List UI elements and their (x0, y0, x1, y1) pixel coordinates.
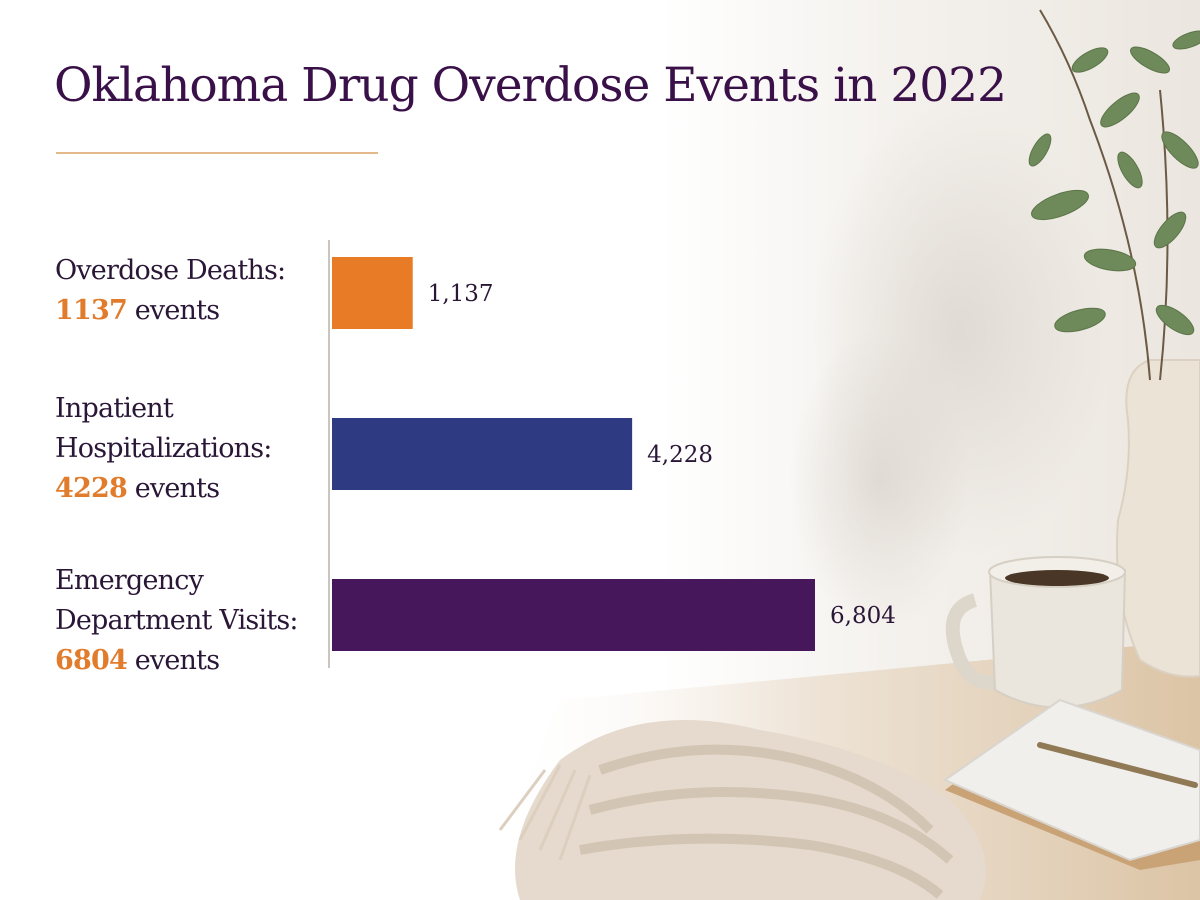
value-label: 4,228 (647, 442, 713, 468)
category-name: Hospitalizations: (55, 433, 272, 464)
value-label: 6,804 (830, 603, 896, 629)
category-count-line: 1137 events (55, 291, 285, 331)
wall-shadow (790, 330, 970, 630)
value-label: 1,137 (428, 281, 494, 307)
category-name: Inpatient (55, 393, 174, 424)
category-name: Overdose Deaths: (55, 255, 286, 286)
category-unit: events (134, 645, 220, 676)
bar-emergency-department-visits (332, 579, 815, 651)
category-label-overdose-deaths: Overdose Deaths: 1137 events (55, 251, 286, 331)
notebook (942, 698, 1200, 870)
vase (1115, 359, 1200, 678)
category-count: 4228 (55, 473, 128, 504)
category-count: 1137 (55, 295, 128, 326)
category-count: 6804 (55, 645, 128, 676)
category-label-inpatient-hospitalizations: Inpatient Hospitalizations: 4228 events (55, 389, 272, 509)
bar-overdose-deaths (332, 257, 413, 329)
knit-blanket (498, 720, 986, 900)
chart-title: Oklahoma Drug Overdose Events in 2022 (54, 58, 1007, 113)
category-count-line: 6804 events (55, 641, 298, 681)
title-underline (56, 152, 378, 154)
plant (1028, 9, 1200, 381)
category-unit: events (134, 473, 220, 504)
category-name: Department Visits: (55, 605, 299, 636)
pen (1037, 742, 1198, 788)
category-label-emergency-department-visits: Emergency Department Visits: 6804 events (55, 561, 299, 681)
category-count-line: 4228 events (55, 469, 272, 509)
bar-inpatient-hospitalizations (332, 418, 633, 490)
category-name: Emergency (55, 565, 204, 596)
category-unit: events (134, 295, 220, 326)
